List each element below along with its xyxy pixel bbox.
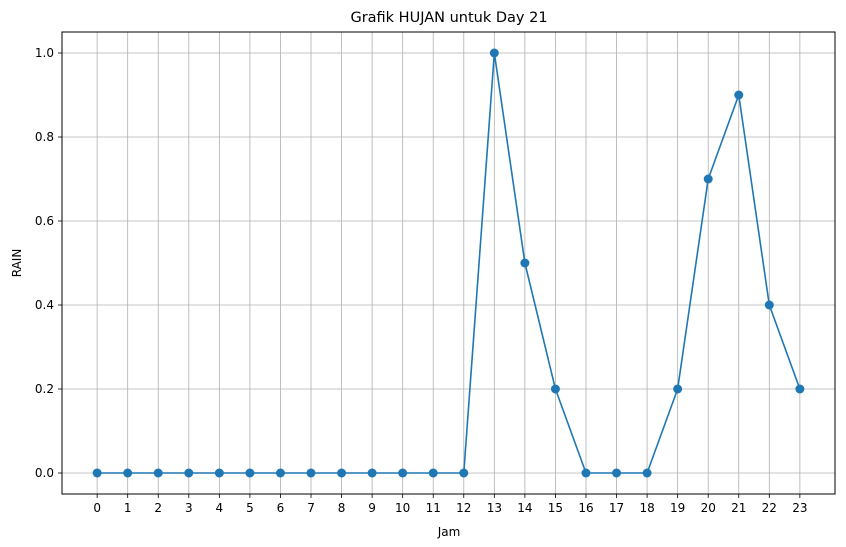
data-point (398, 468, 408, 478)
data-point (489, 48, 499, 58)
plot-frame (61, 31, 836, 495)
x-tick-label: 11 (426, 501, 441, 515)
y-tick-label: 0.6 (35, 214, 54, 228)
y-tick-label: 0.8 (35, 130, 54, 144)
x-tick-label: 7 (307, 501, 315, 515)
y-tick-label: 0.0 (35, 466, 54, 480)
data-point (581, 468, 591, 478)
data-point (275, 468, 285, 478)
x-tick-label: 1 (124, 501, 132, 515)
x-tick-label: 13 (487, 501, 502, 515)
data-point (428, 468, 438, 478)
series-line-layer (97, 52, 801, 474)
data-point (214, 468, 224, 478)
data-point (703, 174, 713, 184)
data-point (612, 468, 622, 478)
data-point (764, 300, 774, 310)
data-point (459, 468, 469, 478)
data-point (734, 90, 744, 100)
data-points (92, 48, 805, 478)
y-axis-ticks: 0.0 0.2 0.4 0.6 0.8 1.0 (35, 46, 62, 480)
x-tick-label: 0 (93, 501, 101, 515)
x-axis-ticks: 0 1 2 3 4 5 6 7 8 9 10 11 12 13 14 15 16 17 18 19 20 21 22 23 (93, 494, 808, 515)
x-tick-label: 18 (639, 501, 654, 515)
x-tick-label: 3 (185, 501, 193, 515)
x-axis-label: Jam (437, 525, 461, 539)
x-tick-label: 8 (338, 501, 346, 515)
data-point (245, 468, 255, 478)
data-point (123, 468, 133, 478)
y-tick-label: 0.4 (35, 298, 54, 312)
data-point (184, 468, 194, 478)
x-tick-label: 12 (456, 501, 471, 515)
x-tick-label: 22 (762, 501, 777, 515)
x-tick-label: 6 (277, 501, 285, 515)
series-line (97, 52, 801, 474)
data-point (550, 384, 560, 394)
x-tick-label: 10 (395, 501, 410, 515)
y-axis-label: RAIN (10, 249, 24, 278)
x-tick-label: 2 (154, 501, 162, 515)
y-tick-label: 1.0 (35, 46, 54, 60)
x-tick-label: 19 (670, 501, 685, 515)
data-point (795, 384, 805, 394)
x-tick-label: 23 (792, 501, 807, 515)
data-point (337, 468, 347, 478)
chart-title: Grafik HUJAN untuk Day 21 (350, 10, 547, 26)
x-tick-label: 17 (609, 501, 624, 515)
x-tick-label: 15 (548, 501, 563, 515)
data-point (673, 384, 683, 394)
x-tick-label: 5 (246, 501, 254, 515)
data-point (153, 468, 163, 478)
x-tick-label: 16 (578, 501, 593, 515)
x-tick-label: 20 (701, 501, 716, 515)
data-point (367, 468, 377, 478)
data-point (306, 468, 316, 478)
data-point (642, 468, 652, 478)
data-point (520, 258, 530, 268)
x-tick-label: 21 (731, 501, 746, 515)
x-tick-label: 9 (368, 501, 376, 515)
y-tick-label: 0.2 (35, 382, 54, 396)
data-point (92, 468, 102, 478)
x-tick-label: 14 (517, 501, 532, 515)
x-tick-label: 4 (216, 501, 224, 515)
